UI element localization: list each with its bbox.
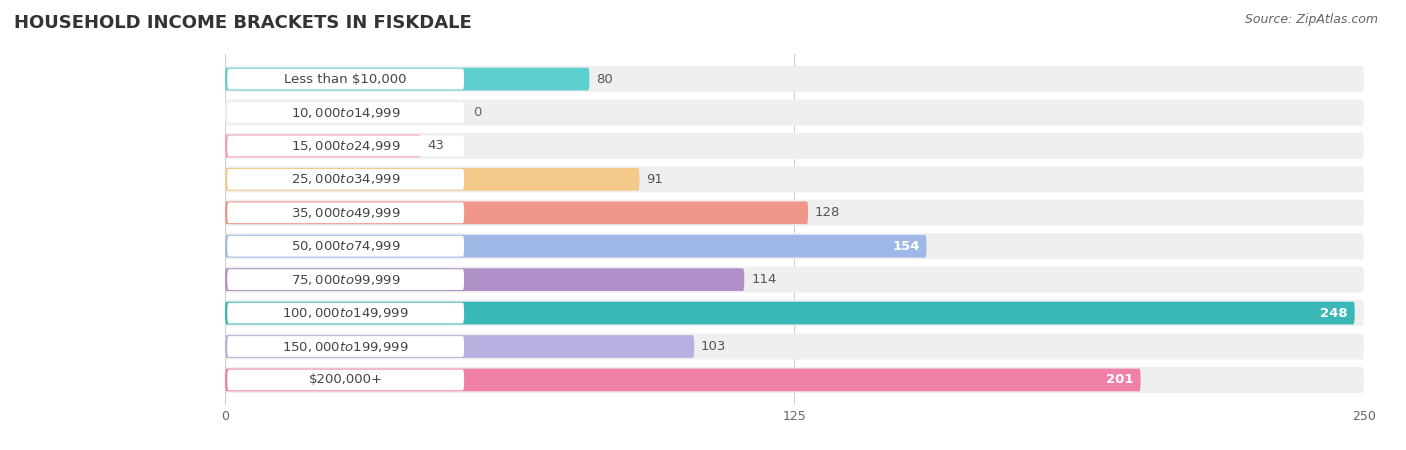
Text: $25,000 to $34,999: $25,000 to $34,999 bbox=[291, 172, 401, 186]
Text: 248: 248 bbox=[1320, 306, 1348, 320]
Text: $35,000 to $49,999: $35,000 to $49,999 bbox=[291, 206, 401, 220]
FancyBboxPatch shape bbox=[225, 302, 1355, 324]
FancyBboxPatch shape bbox=[225, 66, 1364, 92]
FancyBboxPatch shape bbox=[228, 369, 464, 390]
FancyBboxPatch shape bbox=[225, 335, 695, 358]
FancyBboxPatch shape bbox=[225, 99, 1364, 126]
FancyBboxPatch shape bbox=[225, 135, 420, 157]
Text: $150,000 to $199,999: $150,000 to $199,999 bbox=[283, 339, 409, 354]
Text: 80: 80 bbox=[596, 72, 613, 86]
Text: 114: 114 bbox=[751, 273, 776, 286]
Text: $75,000 to $99,999: $75,000 to $99,999 bbox=[291, 273, 401, 287]
FancyBboxPatch shape bbox=[225, 266, 1364, 292]
FancyBboxPatch shape bbox=[228, 102, 464, 123]
FancyBboxPatch shape bbox=[228, 336, 464, 357]
FancyBboxPatch shape bbox=[225, 68, 589, 90]
FancyBboxPatch shape bbox=[225, 233, 1364, 259]
FancyBboxPatch shape bbox=[225, 166, 1364, 193]
Text: $200,000+: $200,000+ bbox=[309, 374, 382, 387]
FancyBboxPatch shape bbox=[228, 135, 464, 156]
Text: 154: 154 bbox=[893, 240, 920, 253]
Text: 128: 128 bbox=[815, 206, 841, 219]
FancyBboxPatch shape bbox=[228, 169, 464, 190]
Text: $50,000 to $74,999: $50,000 to $74,999 bbox=[291, 239, 401, 253]
FancyBboxPatch shape bbox=[225, 268, 744, 291]
FancyBboxPatch shape bbox=[228, 269, 464, 290]
FancyBboxPatch shape bbox=[225, 133, 1364, 159]
Text: $15,000 to $24,999: $15,000 to $24,999 bbox=[291, 139, 401, 153]
FancyBboxPatch shape bbox=[225, 235, 927, 257]
FancyBboxPatch shape bbox=[225, 300, 1364, 326]
Text: 201: 201 bbox=[1107, 374, 1133, 387]
FancyBboxPatch shape bbox=[228, 69, 464, 90]
FancyBboxPatch shape bbox=[225, 369, 1140, 392]
FancyBboxPatch shape bbox=[228, 236, 464, 256]
FancyBboxPatch shape bbox=[225, 367, 1364, 393]
Text: $100,000 to $149,999: $100,000 to $149,999 bbox=[283, 306, 409, 320]
FancyBboxPatch shape bbox=[225, 168, 640, 191]
Text: HOUSEHOLD INCOME BRACKETS IN FISKDALE: HOUSEHOLD INCOME BRACKETS IN FISKDALE bbox=[14, 14, 472, 32]
Text: $10,000 to $14,999: $10,000 to $14,999 bbox=[291, 105, 401, 120]
Text: Less than $10,000: Less than $10,000 bbox=[284, 72, 406, 86]
Text: 43: 43 bbox=[427, 140, 444, 153]
FancyBboxPatch shape bbox=[225, 333, 1364, 360]
FancyBboxPatch shape bbox=[228, 303, 464, 324]
FancyBboxPatch shape bbox=[228, 202, 464, 223]
Text: 0: 0 bbox=[474, 106, 482, 119]
FancyBboxPatch shape bbox=[225, 202, 808, 224]
Text: 91: 91 bbox=[647, 173, 664, 186]
FancyBboxPatch shape bbox=[225, 200, 1364, 226]
Text: 103: 103 bbox=[702, 340, 727, 353]
Text: Source: ZipAtlas.com: Source: ZipAtlas.com bbox=[1244, 14, 1378, 27]
